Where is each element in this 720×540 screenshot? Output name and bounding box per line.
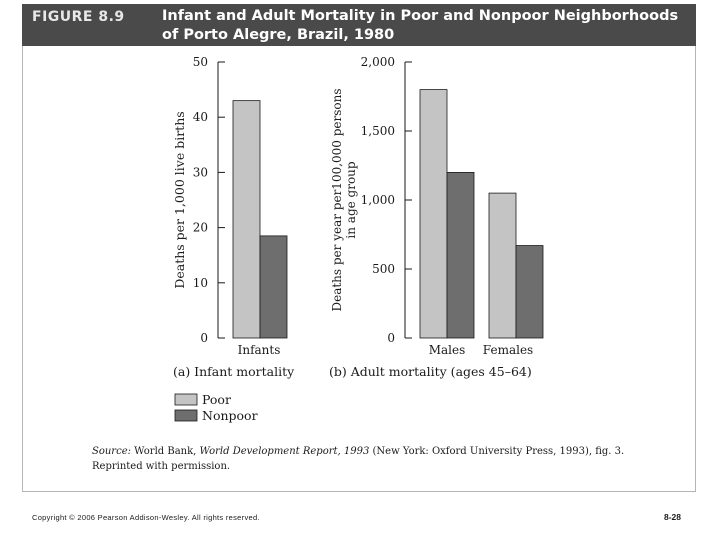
infant-mortality-chart: 0 10 20 30 40 50 Deaths per 1,000 live births… xyxy=(172,55,295,379)
y-tick-label: 500 xyxy=(372,262,395,276)
legend-swatch-poor xyxy=(174,393,198,406)
figure-header: FIGURE 8.9 Infant and Adult Mortality in… xyxy=(22,4,696,46)
y-tick-label: 0 xyxy=(387,331,395,345)
y-tick-label: 50 xyxy=(193,55,208,69)
bar-poor-infants xyxy=(232,100,261,339)
right-y-axis-label-line1: Deaths per year per100,000 persons xyxy=(330,88,344,311)
y-tick-label: 30 xyxy=(193,165,208,179)
right-category-label-females: Females xyxy=(483,343,533,357)
bar-nonpoor-females xyxy=(515,245,544,339)
y-tick-label: 10 xyxy=(193,276,208,290)
y-tick-label: 0 xyxy=(200,331,208,345)
copyright-notice: Copyright © 2006 Pearson Addison-Wesley.… xyxy=(32,513,260,522)
legend: Poor Nonpoor xyxy=(174,392,258,423)
figure-title: Infant and Adult Mortality in Poor and N… xyxy=(162,8,679,43)
adult-mortality-chart: 0 500 1,000 1,500 2,000 Deaths per year per1… xyxy=(329,55,544,379)
source-note: Source: World Bank, World Development Re… xyxy=(92,444,652,474)
bar-poor-males xyxy=(419,89,448,339)
y-tick-label: 2,000 xyxy=(361,55,395,69)
y-tick-label: 1,000 xyxy=(361,193,395,207)
figure-label: FIGURE 8.9 xyxy=(32,9,125,25)
source-line2: Reprinted with permission. xyxy=(92,461,231,472)
y-tick-label: 40 xyxy=(193,110,208,124)
source-text-b: (New York: Oxford University Press, 1993… xyxy=(369,446,625,457)
left-caption: (a) Infant mortality xyxy=(173,364,295,379)
left-y-axis-label: Deaths per 1,000 live births xyxy=(172,111,187,288)
right-bars xyxy=(419,89,544,339)
legend-swatch-nonpoor xyxy=(174,409,198,422)
left-bars xyxy=(232,100,288,339)
y-tick-label: 1,500 xyxy=(361,124,395,138)
right-y-axis-label-line2: in age group xyxy=(344,161,358,239)
legend-label-poor: Poor xyxy=(202,392,231,407)
right-caption: (b) Adult mortality (ages 45–64) xyxy=(329,364,532,379)
y-tick-label: 20 xyxy=(193,221,208,235)
left-category-label: Infants xyxy=(238,343,281,357)
source-label: Source: xyxy=(92,446,131,457)
left-y-ticks: 0 10 20 30 40 50 xyxy=(193,55,225,345)
right-y-ticks: 0 500 1,000 1,500 2,000 xyxy=(361,55,412,345)
bar-poor-females xyxy=(488,192,517,339)
source-text-a: World Bank, xyxy=(130,446,200,457)
source-title: World Development Report, 1993 xyxy=(199,446,370,457)
bar-nonpoor-infants xyxy=(259,235,288,339)
page-number: 8-28 xyxy=(664,512,682,522)
bar-nonpoor-males xyxy=(446,171,475,339)
legend-label-nonpoor: Nonpoor xyxy=(202,408,258,423)
right-category-label-males: Males xyxy=(429,343,466,357)
